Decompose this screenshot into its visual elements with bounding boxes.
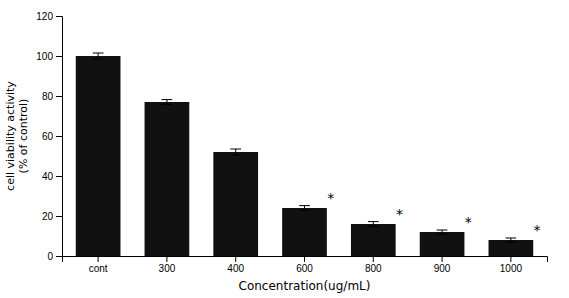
y-tick: 20: [42, 211, 62, 222]
y-tick: 40: [42, 171, 62, 182]
bar: [282, 208, 327, 256]
y-tick-mark: [56, 176, 62, 177]
bar: [213, 152, 258, 256]
error-bar-line: [442, 230, 443, 234]
bar: [351, 224, 396, 256]
error-bar-line: [230, 149, 241, 150]
x-tick: 1000: [500, 256, 523, 274]
x-tick: 400: [227, 256, 244, 274]
x-tick-mark: [373, 256, 374, 262]
y-tick-mark: [56, 56, 62, 57]
error-bar-line: [98, 53, 99, 59]
x-tick-mark: [304, 256, 305, 262]
error-bar-line: [510, 238, 511, 242]
error-bar-line: [506, 242, 517, 243]
error-bar-line: [299, 205, 310, 206]
error-bar: [368, 222, 379, 227]
error-bar: [162, 100, 173, 105]
error-bar-line: [93, 53, 104, 54]
x-axis-line: [63, 257, 548, 263]
x-tick: 600: [296, 256, 313, 274]
error-bar: [437, 230, 448, 234]
error-bar-line: [368, 226, 379, 227]
asterisk: *: [534, 222, 541, 238]
y-tick-label: 40: [42, 171, 54, 182]
asterisk: *: [396, 206, 403, 222]
x-tick-mark: [510, 256, 511, 262]
error-bar: [230, 149, 241, 155]
error-bar-line: [373, 222, 374, 227]
y-tick-mark: [56, 256, 62, 257]
y-axis-title: cell viability activity(% of control): [4, 81, 30, 191]
y-tick-mark: [56, 96, 62, 97]
y-tick-label: 20: [42, 211, 54, 222]
error-bar-line: [299, 210, 310, 211]
error-bar-line: [304, 206, 305, 211]
error-bar-line: [506, 238, 517, 239]
asterisk: *: [465, 214, 472, 230]
chart: cont3004006008009001000020406080100120**…: [0, 0, 569, 298]
error-bar-line: [162, 104, 173, 105]
x-tick-mark: [98, 256, 99, 262]
x-tick-label: 300: [159, 263, 176, 274]
x-tick: 300: [159, 256, 176, 274]
y-tick: 120: [36, 11, 62, 22]
y-tick: 80: [42, 91, 62, 102]
error-bar: [299, 206, 310, 211]
x-tick-mark: [442, 256, 443, 262]
x-tick-mark: [166, 256, 167, 262]
y-tick-mark: [56, 136, 62, 137]
y-tick-label: 100: [36, 51, 53, 62]
x-tick-mark: [235, 256, 236, 262]
y-tick-label: 80: [42, 91, 54, 102]
y-tick: 100: [36, 51, 62, 62]
y-tick-label: 120: [36, 11, 53, 22]
bar: [489, 240, 534, 256]
x-axis: cont 300 400 600 800 900 1000: [63, 256, 548, 274]
error-bar-line: [437, 234, 448, 235]
y-axis-line: [56, 17, 63, 257]
marks: [76, 53, 533, 256]
y-axis: 0 20 40 60 80 100 120: [36, 11, 62, 262]
y-tick-mark: [56, 216, 62, 217]
bar: [145, 102, 190, 256]
error-bar-line: [162, 99, 173, 100]
error-bar-line: [368, 221, 379, 222]
x-tick-label: 800: [365, 263, 382, 274]
error-bar-line: [230, 155, 241, 156]
error-bar-line: [437, 230, 448, 231]
x-tick-label: 400: [227, 263, 244, 274]
x-tick: cont: [89, 256, 108, 274]
y-tick-mark: [56, 16, 62, 17]
y-tick-label: 0: [47, 251, 53, 262]
error-bar: [93, 53, 104, 59]
y-tick: 0: [47, 251, 62, 262]
x-axis-title: Concentration(ug/mL): [239, 279, 371, 293]
x-tick: 800: [365, 256, 382, 274]
bar: [76, 56, 121, 256]
annotations: * * * *: [327, 190, 540, 238]
x-tick-label: cont: [89, 263, 108, 274]
x-tick-label: 900: [434, 263, 451, 274]
error-bar-line: [166, 100, 167, 105]
x-tick: 900: [434, 256, 451, 274]
error-bar-line: [235, 149, 236, 155]
x-tick-label: 600: [296, 263, 313, 274]
y-tick-label: 60: [42, 131, 54, 142]
x-tick-label: 1000: [500, 263, 523, 274]
asterisk: *: [327, 190, 334, 206]
plot: cont3004006008009001000020406080100120**…: [36, 11, 547, 274]
y-tick: 60: [42, 131, 62, 142]
bar: [420, 232, 465, 256]
error-bar: [506, 238, 517, 242]
error-bar-line: [93, 59, 104, 60]
